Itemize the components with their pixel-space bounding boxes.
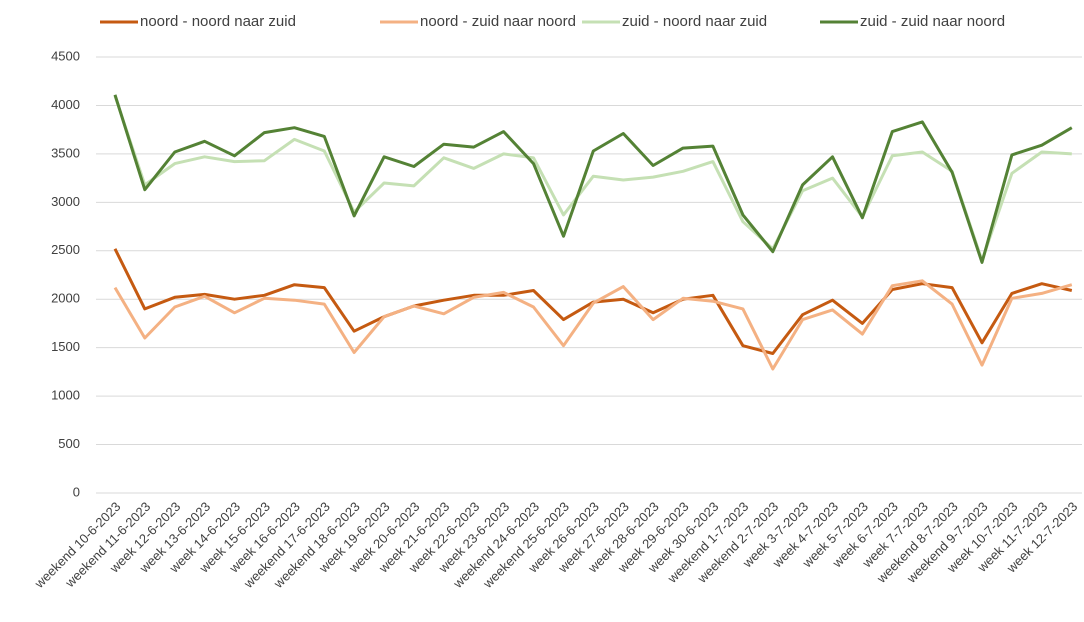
y-tick-label: 1500 bbox=[51, 339, 80, 354]
y-tick-label: 0 bbox=[73, 484, 80, 499]
legend-label: noord - noord naar zuid bbox=[140, 13, 296, 30]
series-line bbox=[113, 95, 1072, 262]
y-tick-label: 3500 bbox=[51, 145, 80, 160]
y-tick-label: 2000 bbox=[51, 291, 80, 306]
legend-label: zuid - noord naar zuid bbox=[622, 13, 767, 30]
series-line bbox=[113, 279, 1073, 371]
y-tick-label: 1000 bbox=[51, 388, 80, 403]
y-tick-label: 3000 bbox=[51, 194, 80, 209]
y-tick-label: 4500 bbox=[51, 48, 80, 63]
series-line bbox=[113, 94, 1073, 264]
y-tick-label: 2500 bbox=[51, 242, 80, 257]
y-tick-label: 4000 bbox=[51, 97, 80, 112]
legend-label: noord - zuid naar noord bbox=[420, 13, 576, 30]
legend-label: zuid - zuid naar noord bbox=[860, 13, 1005, 30]
y-tick-label: 500 bbox=[58, 436, 80, 451]
